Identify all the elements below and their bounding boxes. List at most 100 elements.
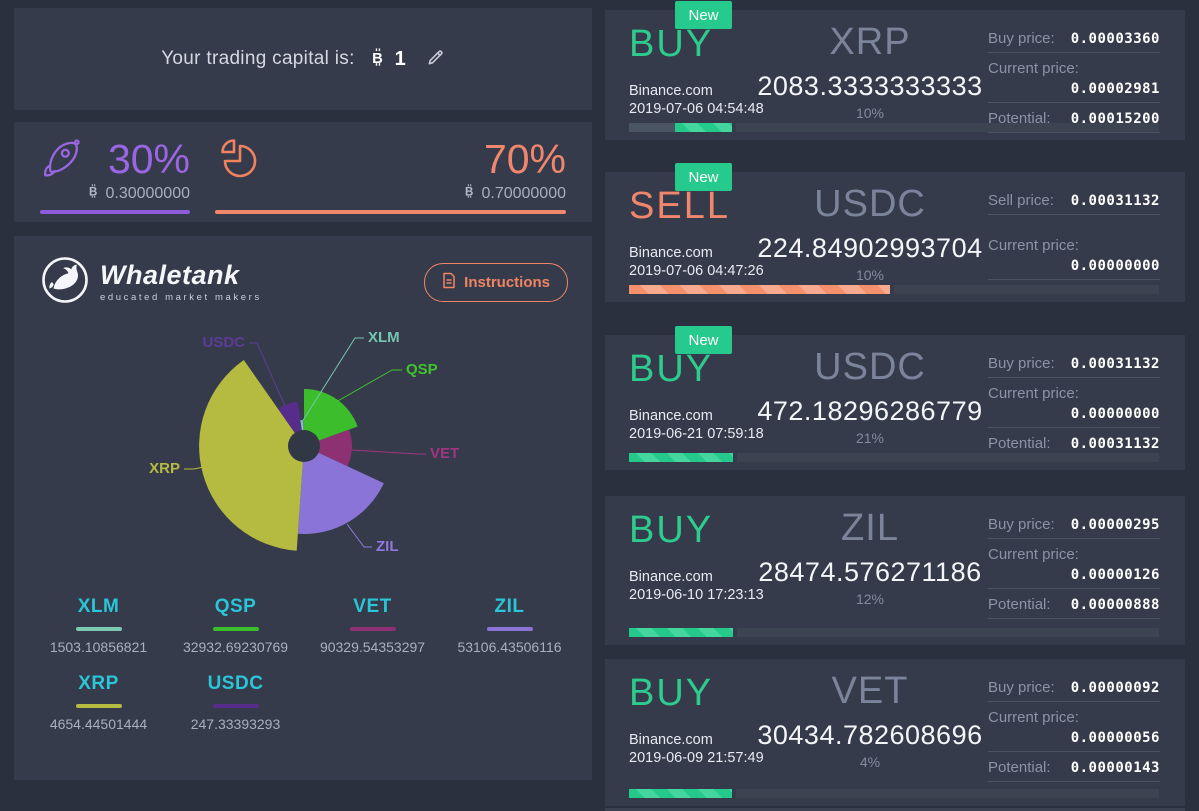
signal-amount: 472.18296286779 — [757, 396, 983, 426]
price-value: 0.00003360 — [1070, 31, 1160, 47]
progress-track — [736, 453, 1159, 462]
signal-amount: 2083.3333333333 — [757, 71, 983, 101]
bitcoin-icon: B — [88, 184, 99, 203]
legend-item-xrp[interactable]: XRP 4654.44501444 — [30, 673, 167, 732]
signal-datetime: 2019-07-06 04:47:26 — [629, 263, 764, 279]
progress-fill — [629, 789, 732, 798]
exchange-name: Binance.com — [629, 408, 713, 424]
price-value: 0.00000126 — [1070, 567, 1160, 583]
signal-percent: 12% — [855, 591, 885, 607]
price-row: Potential: 0.00000888 — [988, 596, 1160, 619]
instructions-button[interactable]: Instructions — [424, 262, 568, 302]
pie-slice-vet[interactable] — [304, 429, 352, 467]
signal-card-buy-vet[interactable]: BUY Binance.com 2019-06-09 21:57:49 VET 3043… — [605, 659, 1185, 806]
signal-amount: 28474.576271186 — [758, 557, 982, 587]
trading-capital-value: 1 — [394, 47, 406, 70]
price-label: Potential: — [988, 110, 1051, 127]
callout-line-zil — [346, 523, 372, 548]
price-value: 0.00002981 — [1070, 81, 1160, 97]
callout-label-vet: VET — [430, 445, 459, 462]
whale-icon — [40, 255, 90, 310]
price-value: 0.00000143 — [1070, 760, 1160, 776]
next-signal-card-partial — [605, 808, 1185, 811]
signal-card-buy-xrp[interactable]: New BUY Binance.com 2019-07-06 04:54:48 XRP 2… — [605, 1, 1185, 140]
price-value: 0.00000092 — [1070, 680, 1160, 696]
price-value: 0.00000056 — [1070, 730, 1160, 746]
document-icon — [442, 272, 456, 293]
progress-bar — [629, 123, 1159, 132]
legend-coin: VET — [353, 596, 392, 617]
price-label: Current price: — [988, 709, 1079, 726]
signal-coin: XRP — [829, 21, 911, 63]
svg-text:B: B — [89, 187, 97, 198]
legend-item-zil[interactable]: ZIL 53106.43506116 — [441, 596, 578, 655]
reserve-amount-row: B 0.70000000 — [215, 184, 566, 203]
signal-card-buy-zil[interactable]: BUY Binance.com 2019-06-10 17:23:13 ZIL 2847… — [605, 496, 1185, 645]
whaletank-logo: Whaletank educated market makers — [40, 255, 262, 310]
signal-center: USDC 224.84902993704 10% — [710, 182, 1030, 283]
signal-card-buy-usdc[interactable]: New BUY Binance.com 2019-06-21 07:59:18 USDC… — [605, 326, 1185, 470]
edit-capital-button[interactable] — [426, 48, 445, 70]
trading-percent: 30% — [107, 136, 190, 182]
price-row: Buy price: 0.00031132 — [988, 355, 1160, 378]
signal-center: XRP 2083.3333333333 10% — [710, 20, 1030, 121]
legend-item-xlm[interactable]: XLM 1503.10856821 — [30, 596, 167, 655]
pie-slice-zil[interactable] — [297, 446, 384, 535]
pencil-icon — [426, 48, 445, 70]
svg-text:B: B — [465, 187, 473, 198]
signal-coin: USDC — [814, 346, 926, 388]
legend-item-vet[interactable]: VET 90329.54353297 — [304, 596, 441, 655]
progress-gap — [732, 628, 737, 637]
brand-name: Whaletank — [100, 259, 240, 290]
price-label: Potential: — [988, 596, 1051, 613]
legend-color-bar — [75, 627, 122, 631]
allocation-card: 30% B 0.30000000 70% — [14, 122, 592, 222]
portfolio-card: Whaletank educated market makers Instruc… — [14, 236, 592, 780]
progress-elapsed — [629, 123, 676, 132]
signal-center: USDC 472.18296286779 21% — [710, 345, 1030, 446]
legend-color-bar — [212, 627, 259, 631]
signal-card-sell-usdc[interactable]: New SELL Binance.com 2019-07-06 04:47:26 USD… — [605, 163, 1185, 302]
callout-label-xlm: XLM — [368, 329, 400, 346]
pie-chart-icon — [215, 137, 259, 186]
signal-coin: USDC — [814, 183, 926, 225]
progress-fill — [629, 628, 733, 637]
price-row: Current price: 0.00000000 — [988, 237, 1160, 280]
legend-item-usdc[interactable]: USDC 247.33393293 — [167, 673, 304, 732]
allocation-trading: 30% B 0.30000000 — [40, 137, 190, 214]
legend-coin: QSP — [214, 596, 257, 617]
signal-center: VET 30434.782608696 4% — [710, 669, 1030, 770]
price-value: 0.00000000 — [1070, 258, 1160, 274]
trading-bar — [40, 210, 190, 214]
legend-amount: 32932.69230769 — [182, 639, 289, 655]
signal-prices: Buy price: 0.00000295 Current price: 0.0000… — [988, 516, 1160, 626]
signal-source: Binance.com 2019-06-10 17:23:13 — [629, 568, 764, 604]
exchange-name: Binance.com — [629, 732, 713, 748]
legend-amount: 4654.44501444 — [49, 716, 148, 732]
exchange-name: Binance.com — [629, 569, 713, 585]
legend-color-bar — [212, 704, 259, 708]
signal-side-label: BUY — [629, 348, 714, 390]
price-value: 0.00031132 — [1070, 356, 1160, 372]
new-badge: New — [675, 1, 732, 29]
signal-datetime: 2019-06-10 17:23:13 — [629, 587, 764, 603]
progress-fill — [675, 123, 732, 132]
pie-slice-xrp[interactable] — [199, 360, 304, 551]
price-row: Potential: 0.00000143 — [988, 759, 1160, 782]
price-label: Current price: — [988, 385, 1079, 402]
callout-line-xlm — [301, 337, 364, 423]
pie-slice-qsp[interactable] — [304, 389, 358, 446]
callout-line-vet — [351, 449, 426, 455]
price-label: Buy price: — [988, 30, 1055, 47]
signal-percent: 21% — [855, 430, 885, 446]
rocket-icon — [40, 137, 84, 186]
donut-hole — [288, 430, 320, 462]
price-value: 0.00000295 — [1070, 517, 1160, 533]
callout-line-usdc — [249, 342, 286, 407]
signal-side-label: BUY — [629, 509, 714, 551]
legend-item-qsp[interactable]: QSP 32932.69230769 — [167, 596, 304, 655]
price-value: 0.00031132 — [1070, 436, 1160, 452]
signal-side-label: BUY — [629, 23, 714, 65]
legend-coin: XRP — [78, 673, 119, 694]
progress-bar — [629, 453, 1159, 462]
